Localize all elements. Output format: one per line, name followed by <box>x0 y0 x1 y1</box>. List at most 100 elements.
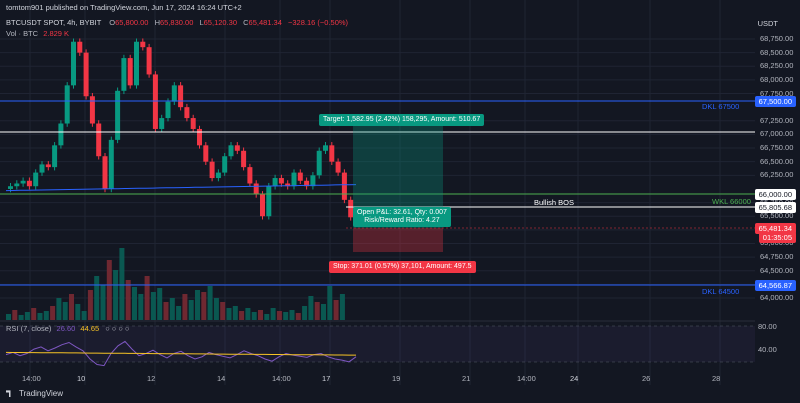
volume-bar <box>12 310 18 320</box>
candle-body <box>215 172 221 179</box>
candle-body <box>33 172 39 187</box>
price-tick-label: 66,500.00 <box>760 156 794 166</box>
candle-body <box>197 128 202 146</box>
tradingview-logo-icon <box>6 390 11 398</box>
volume-bar <box>226 308 232 320</box>
change-value: −328.16 (−0.50%) <box>288 18 349 27</box>
bos-price-box: 65,805.68 <box>754 202 796 213</box>
candle-body <box>134 41 139 86</box>
rsi-band <box>0 326 755 362</box>
rsi-value: 26.60 <box>56 324 76 333</box>
volume-bar <box>157 288 163 320</box>
open-pnl-line1: Open P&L: 32.61, Qty: 0.007 <box>357 209 447 216</box>
rsi-controls-icon[interactable]: ○○○○ <box>105 324 132 333</box>
candle-body <box>222 156 228 173</box>
candle-body <box>165 101 171 119</box>
close-value: 65,481.34 <box>248 18 282 27</box>
candle-body <box>96 123 102 157</box>
volume-bar <box>188 300 194 320</box>
candle-body <box>323 145 328 151</box>
time-tick-label: 21 <box>462 374 471 383</box>
candle-body <box>297 172 303 181</box>
open-label: O <box>109 18 116 27</box>
rsi-ma-value: 44.65 <box>80 324 100 333</box>
footer-brand[interactable]: TradingView <box>6 389 63 398</box>
candle-body <box>178 85 184 108</box>
currency-label[interactable]: USDT <box>757 19 778 28</box>
candle-body <box>278 178 284 184</box>
stop-label[interactable]: Stop: 371.01 (0.57%) 37,101, Amount: 497… <box>329 261 476 273</box>
price-tick-label: 68,000.00 <box>760 74 794 84</box>
volume-bar <box>113 270 119 320</box>
volume-bar <box>138 294 144 320</box>
volume-bar <box>62 302 68 320</box>
price-tick-label: 64,000.00 <box>760 293 794 302</box>
candle-body <box>209 161 215 179</box>
price-tick-label: 64,500.00 <box>760 265 794 275</box>
volume-bar <box>69 294 74 320</box>
rsi-axis-80: 80.00 <box>758 322 777 331</box>
volume-bar <box>132 287 137 320</box>
time-tick-label: 19 <box>392 374 401 383</box>
candle-body <box>228 145 234 157</box>
candle-body <box>39 164 45 173</box>
candle-body <box>304 180 310 187</box>
price-tick-label: 68,250.00 <box>760 61 794 71</box>
volume-bar <box>18 315 24 320</box>
volume-bar <box>289 310 295 320</box>
volume-bar <box>24 312 30 320</box>
symbol-line: BTCUSDT SPOT, 4h, BYBIT <box>6 18 102 27</box>
dkl-low-price-box: 64,566.87 <box>754 280 796 291</box>
candle-body <box>234 145 240 151</box>
volume-bar <box>232 306 238 320</box>
candle-body <box>14 183 20 187</box>
price-tick-label: 67,750.00 <box>760 88 794 98</box>
price-tick-label: 64,750.00 <box>760 252 794 262</box>
candle-body <box>140 41 146 48</box>
volume-bar <box>150 292 156 320</box>
rsi-axis-40: 40.00 <box>758 345 777 354</box>
candle-body <box>241 150 247 168</box>
wkl-label: WKL 66000 <box>712 197 751 206</box>
position-stop-zone <box>353 228 443 252</box>
volume-bar <box>182 294 188 320</box>
volume-bar <box>302 306 308 320</box>
candle-body <box>316 150 322 176</box>
volume-bar <box>339 294 345 320</box>
moving-average-line <box>5 184 357 192</box>
time-tick-label: 10 <box>77 374 86 383</box>
volume-bar <box>220 302 226 320</box>
candle-body <box>121 58 127 91</box>
time-tick-label: 14:00 <box>22 374 41 383</box>
candle-body <box>52 145 58 168</box>
volume-bar <box>87 290 93 320</box>
volume-bar <box>270 308 276 320</box>
price-tick-label: 65,500.00 <box>760 211 794 221</box>
volume-bar <box>321 304 326 320</box>
volume-bar <box>327 286 333 320</box>
price-tick-label: 67,250.00 <box>760 115 794 125</box>
candle-body <box>171 85 177 102</box>
volume-bar <box>195 290 200 320</box>
time-tick-label: 14 <box>217 374 226 383</box>
open-pnl-label[interactable]: Open P&L: 32.61, Qty: 0.007 Risk/Reward … <box>353 207 451 227</box>
price-tick-label: 68,750.00 <box>760 34 794 43</box>
time-tick-label: 24 <box>570 374 579 383</box>
candle-body <box>159 118 165 129</box>
candle-body <box>272 178 278 187</box>
volume-bar <box>37 313 43 320</box>
time-tick-label: 17 <box>322 374 331 383</box>
volume-bar <box>81 311 87 320</box>
candle-body <box>8 186 13 189</box>
volume-bar <box>176 306 182 320</box>
target-label[interactable]: Target: 1,582.95 (2.42%) 158,295, Amount… <box>319 114 485 126</box>
candle-body <box>71 41 76 86</box>
candle-body <box>20 180 26 184</box>
ohlc-legend: BTCUSDT SPOT, 4h, BYBIT O65,800.00 H65,8… <box>6 18 348 27</box>
volume-bar <box>163 302 169 320</box>
volume-bar <box>333 300 339 320</box>
brand-name: TradingView <box>19 389 64 398</box>
candle-body <box>64 85 70 124</box>
price-tick-label: 68,500.00 <box>760 47 794 57</box>
